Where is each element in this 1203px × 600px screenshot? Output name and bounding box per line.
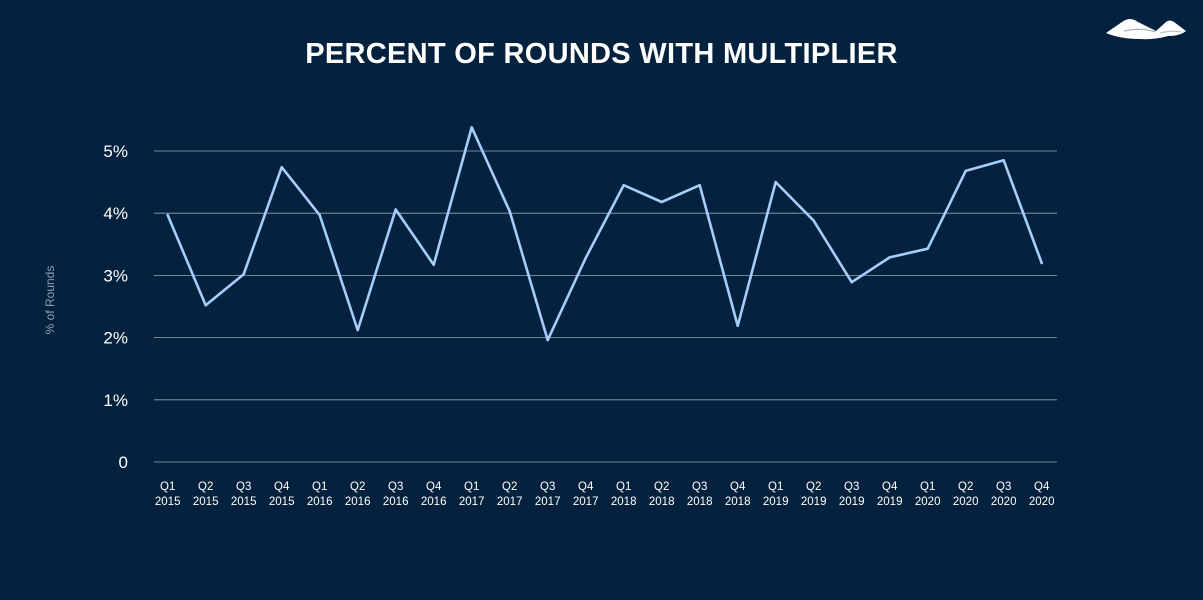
y-tick-label: 0: [119, 453, 128, 472]
x-tick-label: Q4 2016: [421, 481, 447, 508]
series-line: [166, 126, 1043, 342]
x-tick-label: Q2 2019: [801, 481, 827, 508]
data-point: [1002, 159, 1005, 162]
x-tick-label: Q1 2016: [307, 481, 333, 508]
x-tick-label: Q4 2015: [269, 481, 295, 508]
x-tick-label: Q4 2019: [877, 481, 903, 508]
chart-title: PERCENT OF ROUNDS WITH MULTIPLIER: [305, 38, 898, 70]
y-tick-label: 2%: [103, 329, 128, 348]
data-point: [736, 324, 739, 327]
x-tick-label: Q4 2020: [1029, 481, 1055, 508]
x-tick-label: Q2 2018: [649, 481, 675, 508]
y-tick-label: 5%: [103, 142, 128, 161]
x-axis-ticks: Q1 2015 Q2 2015 Q3 2015 Q4 2015 Q1 2016 Q2 2016 Q3 20…: [155, 481, 1055, 508]
data-point: [622, 184, 625, 187]
data-point: [774, 180, 777, 184]
data-point: [470, 126, 473, 129]
y-tick-label: 1%: [103, 391, 128, 410]
data-point: [888, 256, 891, 259]
mountain-logo-icon: [1106, 19, 1186, 40]
data-point: [356, 328, 359, 332]
data-point: [698, 184, 701, 187]
y-tick-label: 4%: [103, 204, 128, 223]
x-tick-label: Q3 2019: [839, 481, 865, 508]
grid-lines: [154, 150, 1057, 463]
x-tick-label: Q1 2018: [611, 481, 637, 508]
data-point: [280, 165, 283, 169]
data-point: [660, 200, 663, 204]
x-tick-label: Q2 2015: [193, 481, 219, 508]
data-point: [394, 208, 397, 211]
x-tick-label: Q4 2018: [725, 481, 751, 508]
data-point: [964, 169, 967, 173]
x-tick-label: Q1 2020: [915, 481, 941, 508]
data-point: [850, 281, 853, 284]
data-point: [926, 247, 929, 250]
data-point: [812, 219, 815, 222]
x-tick-label: Q4 2017: [573, 481, 599, 508]
data-point: [318, 213, 321, 217]
x-tick-label: Q2 2017: [497, 481, 523, 508]
data-point: [204, 304, 207, 307]
x-tick-label: Q3 2020: [991, 481, 1017, 508]
x-tick-label: Q2 2016: [345, 481, 371, 508]
x-tick-label: Q3 2018: [687, 481, 713, 508]
data-point: [166, 213, 169, 217]
x-tick-label: Q1 2019: [763, 481, 789, 508]
x-tick-label: Q3 2016: [383, 481, 409, 508]
series-group: [166, 126, 1043, 342]
x-tick-label: Q2 2020: [953, 481, 979, 508]
y-axis-ticks: 0 1% 2% 3% 4% 5%: [103, 142, 128, 472]
data-point: [432, 263, 435, 267]
data-point: [546, 338, 549, 342]
x-tick-label: Q3 2015: [231, 481, 257, 508]
data-point: [584, 256, 587, 260]
x-tick-label: Q1 2017: [459, 481, 485, 508]
x-tick-label: Q3 2017: [535, 481, 561, 508]
data-point: [1040, 261, 1043, 265]
data-point: [242, 272, 245, 276]
y-axis-label: % of Rounds: [43, 266, 57, 335]
data-point: [508, 210, 511, 213]
x-tick-label: Q1 2015: [155, 481, 181, 508]
y-tick-label: 3%: [103, 266, 128, 285]
